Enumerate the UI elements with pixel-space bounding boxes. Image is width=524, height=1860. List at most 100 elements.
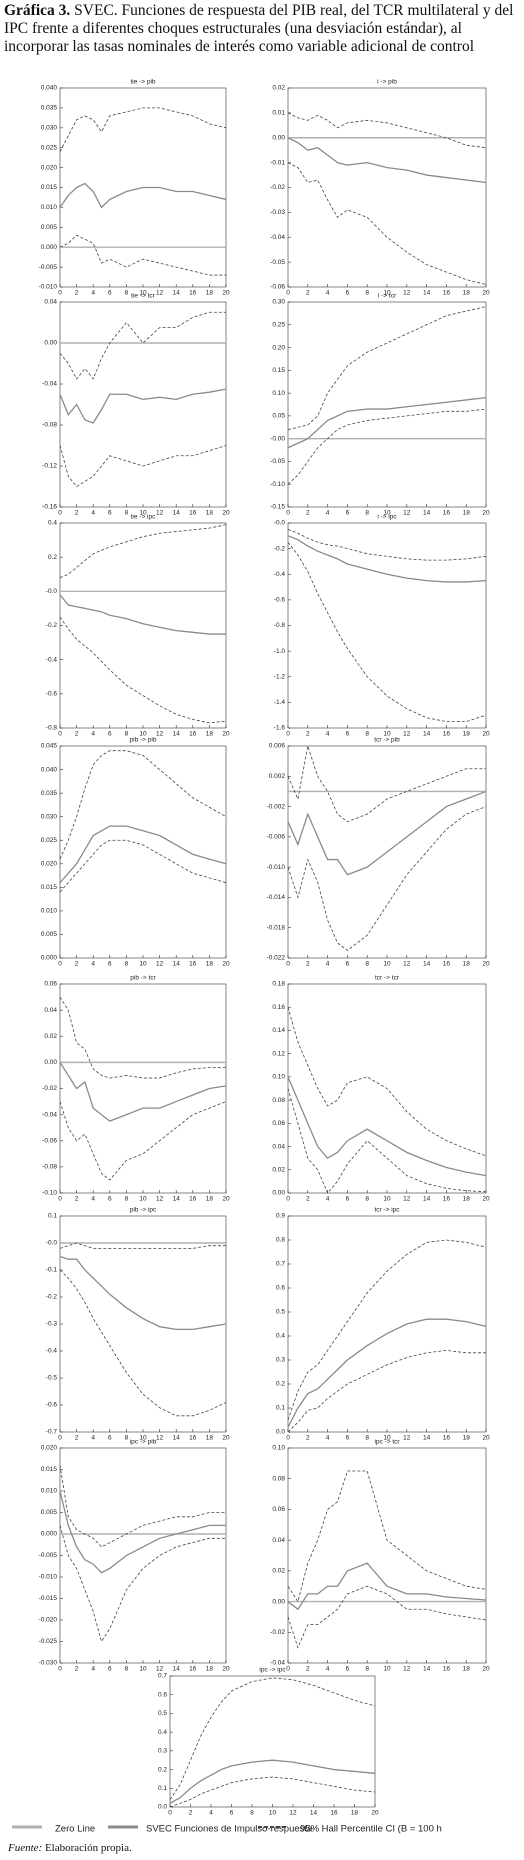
y-tick-label: 0.00 — [272, 1190, 285, 1197]
y-tick-label: 0.00 — [44, 1059, 57, 1066]
response-line — [169, 1759, 376, 1804]
y-tick-label: -0.03 — [270, 209, 285, 216]
response-line — [59, 825, 227, 884]
y-tick-label: 0.6 — [276, 1285, 285, 1292]
y-tick-label: 0.00 — [272, 134, 285, 141]
x-tick-label: 4 — [326, 290, 330, 297]
plot-frame — [287, 301, 487, 508]
y-tick-label: -0.06 — [270, 284, 285, 291]
x-tick-label: 18 — [206, 731, 214, 738]
figure-label: Gráfica 3. — [4, 2, 71, 19]
y-tick-label: -0.014 — [267, 894, 286, 901]
x-tick-label: 2 — [306, 731, 310, 738]
x-tick-label: 12 — [156, 731, 164, 738]
y-tick-label: 0.16 — [272, 1004, 285, 1011]
x-tick-label: 0 — [58, 1196, 62, 1203]
x-tick-label: 10 — [383, 731, 391, 738]
x-tick-label: 14 — [423, 731, 431, 738]
x-tick-label: 18 — [206, 1435, 214, 1442]
x-tick-label: 12 — [156, 1666, 164, 1673]
x-tick-label: 12 — [403, 1666, 411, 1673]
chart-title: tcr -> pib — [374, 737, 400, 744]
chart-title: tcr -> ipc — [374, 1207, 400, 1214]
x-tick-label: 16 — [443, 1435, 451, 1442]
y-tick-label: 0.25 — [272, 321, 285, 328]
response-line — [59, 388, 227, 424]
y-tick-label: 0.040 — [41, 85, 58, 92]
ci-line — [287, 529, 487, 561]
chart-title: tie -> ipc — [131, 514, 156, 521]
x-tick-label: 14 — [173, 510, 181, 517]
y-tick-label: 0.2 — [48, 554, 57, 561]
x-tick-label: 2 — [75, 1196, 79, 1203]
ci-line — [59, 524, 227, 579]
x-tick-label: 0 — [286, 1666, 290, 1673]
x-tick-label: 16 — [189, 1196, 197, 1203]
x-tick-label: 10 — [139, 1435, 147, 1442]
legend-label: SVEC Funciones de Impulso-respuesta — [146, 1824, 313, 1835]
x-tick-label: 6 — [346, 1435, 350, 1442]
x-tick-label: 10 — [383, 1435, 391, 1442]
y-tick-label: 0.025 — [41, 837, 58, 844]
ci-line — [287, 112, 487, 149]
x-tick-label: 12 — [156, 961, 164, 968]
y-tick-label: 0.01 — [272, 110, 285, 117]
x-tick-label: 14 — [173, 731, 181, 738]
y-tick-label: 0.6 — [158, 1691, 167, 1698]
x-tick-label: 20 — [222, 1435, 230, 1442]
x-tick-label: 20 — [222, 510, 230, 517]
y-tick-label: 0.015 — [41, 1466, 58, 1473]
x-tick-label: 6 — [108, 510, 112, 517]
x-tick-label: 6 — [346, 1666, 350, 1673]
y-tick-label: 0.02 — [272, 85, 285, 92]
x-tick-label: 10 — [383, 1666, 391, 1673]
response-line — [287, 1562, 487, 1611]
ci-line — [287, 306, 487, 430]
plot-frame — [287, 1447, 487, 1664]
x-tick-label: 18 — [463, 1196, 471, 1203]
y-tick-label: -0.16 — [42, 504, 57, 511]
y-tick-label: 0.005 — [41, 224, 58, 231]
x-tick-label: 6 — [346, 731, 350, 738]
response-line — [287, 790, 487, 876]
x-tick-label: 4 — [326, 961, 330, 968]
response-line — [287, 397, 487, 449]
x-tick-label: 2 — [75, 961, 79, 968]
response-line — [59, 182, 227, 209]
x-tick-label: 20 — [222, 1196, 230, 1203]
y-tick-label: 0.025 — [41, 144, 58, 151]
x-tick-label: 4 — [326, 731, 330, 738]
y-tick-label: -0.08 — [42, 422, 57, 429]
x-tick-label: 10 — [139, 290, 147, 297]
chart-title: i -> pib — [377, 79, 397, 86]
legend-label: Zero Line — [55, 1824, 95, 1835]
y-tick-label: 0.12 — [272, 1050, 285, 1057]
x-tick-label: 8 — [365, 731, 369, 738]
y-tick-label: -0.1 — [46, 1267, 58, 1274]
y-tick-label: -0.10 — [42, 1190, 57, 1197]
chart-title: i -> tcr — [378, 293, 397, 300]
x-tick-label: 14 — [423, 290, 431, 297]
x-tick-label: 20 — [222, 1666, 230, 1673]
ci-line — [59, 445, 227, 488]
x-tick-label: 12 — [403, 961, 411, 968]
x-tick-label: 2 — [75, 1435, 79, 1442]
x-tick-label: 2 — [75, 290, 79, 297]
y-tick-label: -1.6 — [274, 725, 286, 732]
y-tick-label: -0.3 — [46, 1321, 58, 1328]
x-tick-label: 10 — [139, 1196, 147, 1203]
y-tick-label: -1.4 — [274, 699, 286, 706]
y-tick-label: 0.1 — [48, 1213, 57, 1220]
plot-frame — [59, 983, 227, 1194]
x-tick-label: 12 — [156, 1196, 164, 1203]
x-tick-label: 2 — [75, 510, 79, 517]
chart-title: ipc -> tcr — [374, 1439, 400, 1446]
ci-line — [59, 750, 227, 860]
x-tick-label: 6 — [108, 1666, 112, 1673]
x-tick-label: 20 — [482, 290, 490, 297]
y-tick-label: -0.6 — [274, 597, 286, 604]
response-line — [59, 1490, 226, 1574]
y-tick-label: -0.0 — [46, 1240, 58, 1247]
y-tick-label: -0.010 — [267, 864, 286, 871]
y-tick-label: -0.04 — [42, 1111, 57, 1118]
